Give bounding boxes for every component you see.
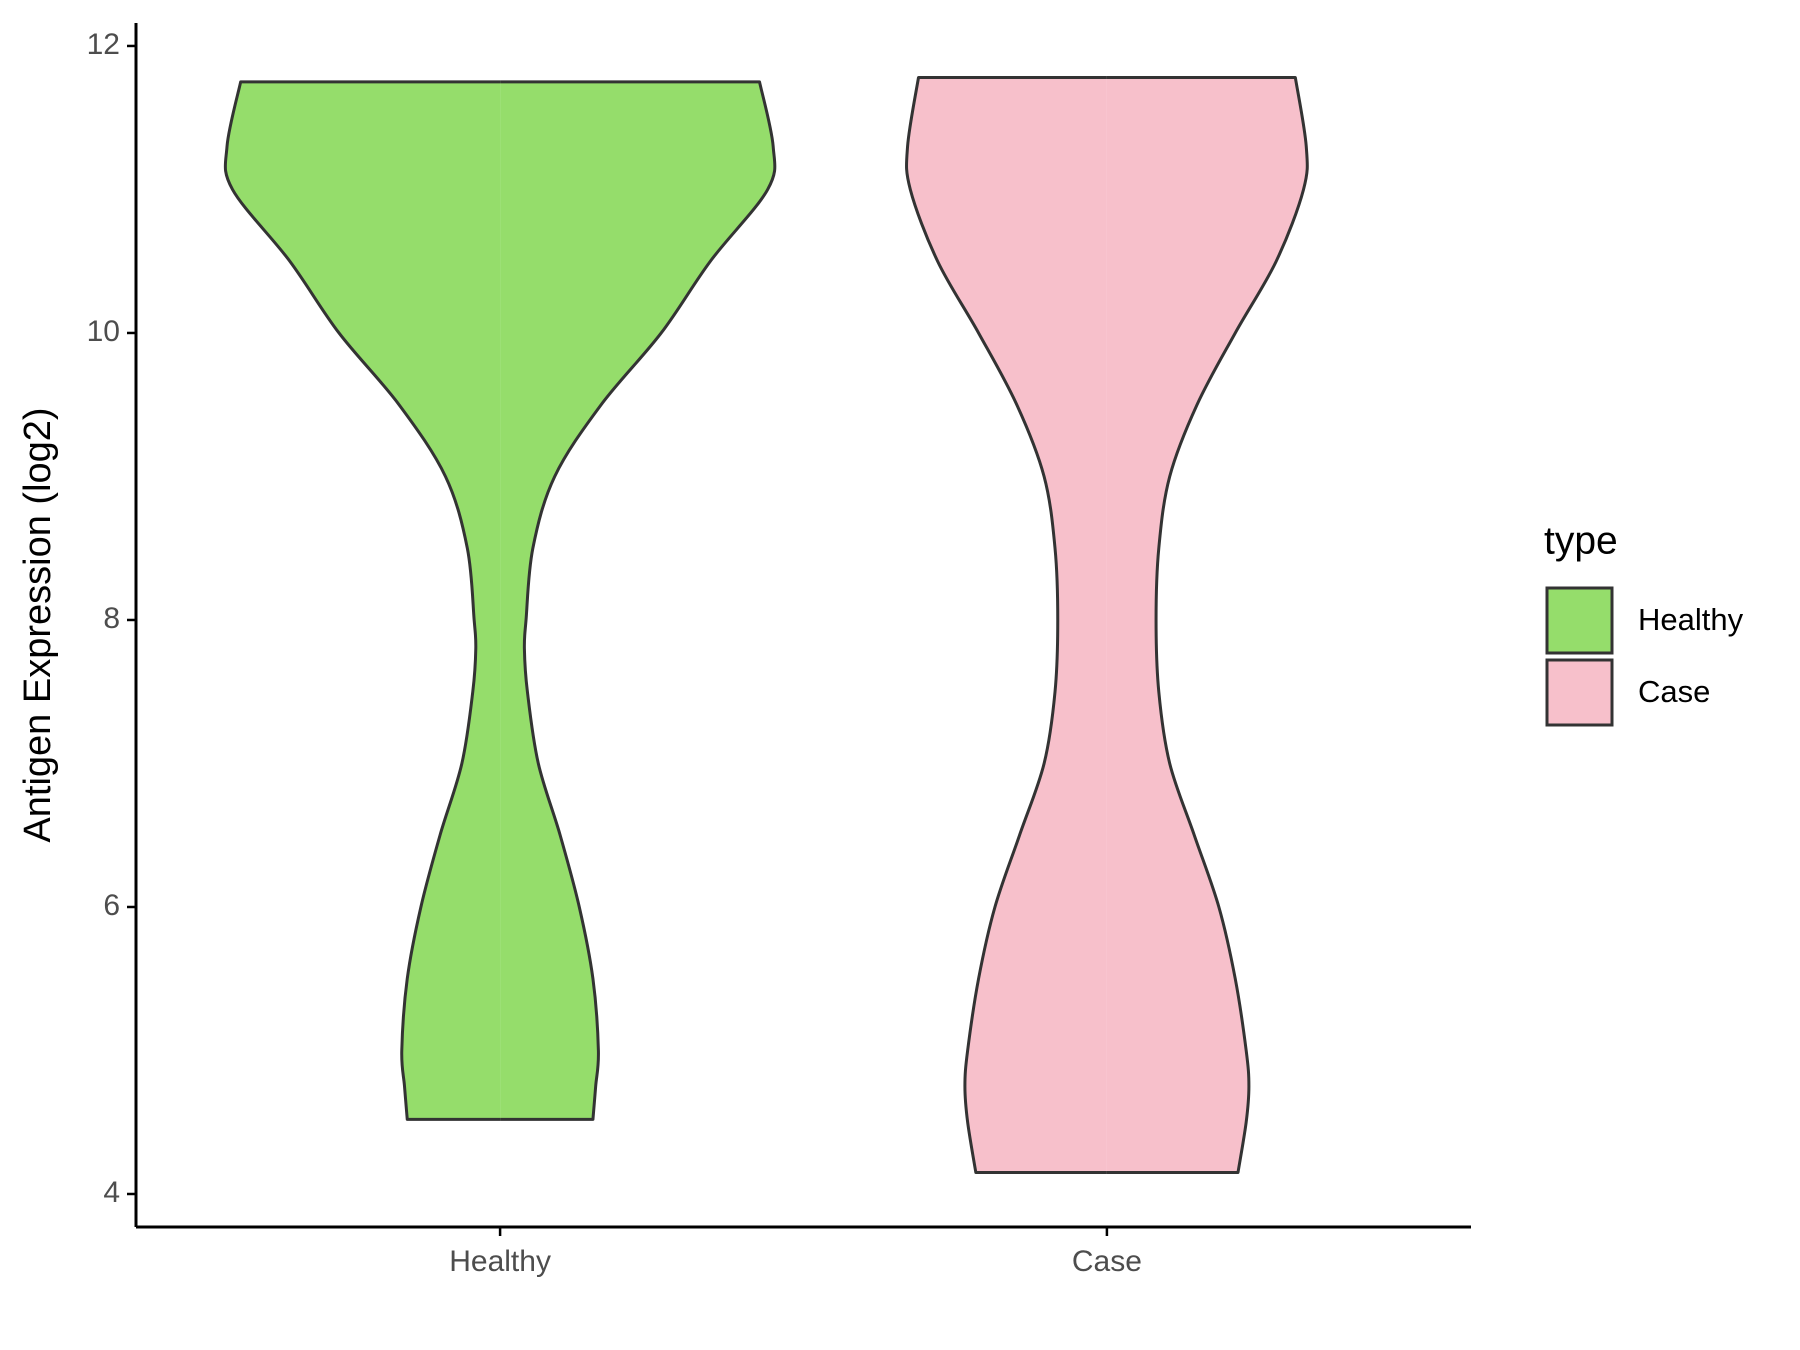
y-tick-label: 12 — [87, 28, 120, 61]
x-tick-label: Healthy — [449, 1245, 551, 1278]
violin-half — [1106, 76, 1309, 1174]
y-tick-label: 10 — [87, 315, 120, 348]
legend-label: Healthy — [1638, 602, 1744, 637]
legend-key — [1545, 586, 1614, 655]
legend-title: type — [1544, 519, 1618, 562]
y-axis-title: Antigen Expression (log2) — [17, 407, 59, 842]
violin-half — [905, 76, 1107, 1174]
legend-label: Case — [1638, 674, 1710, 709]
x-tick-label: Case — [1072, 1245, 1142, 1278]
violin-half — [223, 80, 501, 1121]
y-tick-label: 4 — [103, 1176, 120, 1209]
y-tick-label: 8 — [103, 602, 120, 635]
violin-half — [500, 80, 777, 1121]
legend-key — [1545, 658, 1614, 727]
y-tick-label: 6 — [103, 889, 120, 922]
